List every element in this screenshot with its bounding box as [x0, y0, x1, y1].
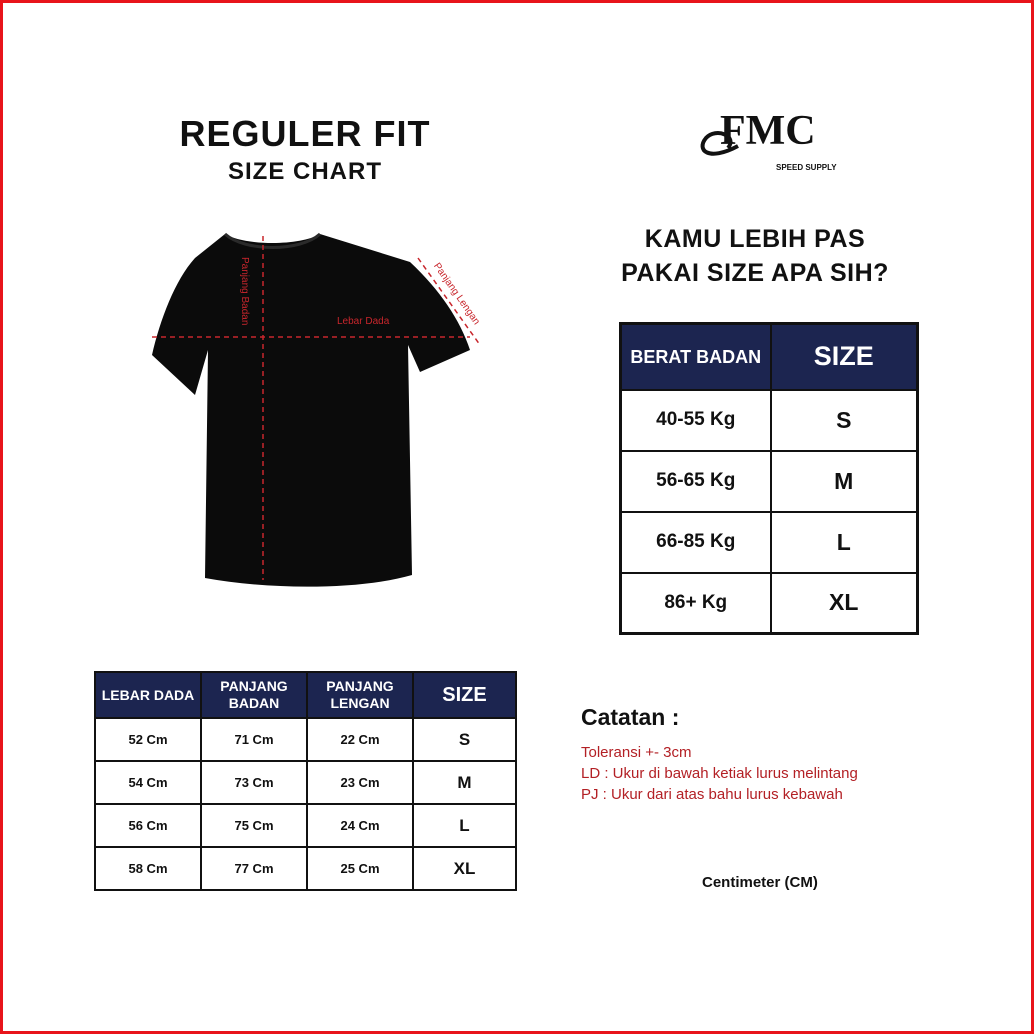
size-cell: XL	[769, 571, 919, 635]
table-row: 56 Cm 75 Cm 24 Cm L	[94, 803, 517, 848]
header-sleeve-length: PANJANG LENGAN	[306, 671, 414, 719]
note-item: PJ : Ukur dari atas bahu lurus kebawah	[581, 786, 843, 803]
header-weight: BERAT BADAN	[619, 322, 772, 391]
svg-text:FMC: FMC	[720, 108, 816, 154]
size-cell: M	[769, 449, 919, 513]
brand-logo: FMC SPEED SUPPLY	[698, 100, 843, 176]
body-length-cell: 77 Cm	[200, 846, 308, 891]
tshirt-illustration: Panjang Badan Lebar Dada Panjang Lengan	[140, 225, 500, 595]
sleeve-cell: 23 Cm	[306, 760, 414, 805]
logo-tagline: SPEED SUPPLY	[776, 163, 837, 172]
weight-cell: 66-85 Kg	[619, 510, 772, 574]
question-line-1: KAMU LEBIH PAS	[644, 225, 866, 253]
body-length-cell: 71 Cm	[200, 717, 308, 762]
weight-size-table: BERAT BADAN SIZE 40-55 Kg S 56-65 Kg M 66-…	[619, 322, 919, 635]
size-cell: S	[769, 388, 919, 452]
sleeve-cell: 25 Cm	[306, 846, 414, 891]
table-header-row: LEBAR DADA PANJANG BADAN PANJANG LENGAN …	[94, 671, 517, 719]
table-row: 86+ Kg XL	[619, 571, 919, 635]
weight-cell: 56-65 Kg	[619, 449, 772, 513]
table-row: 56-65 Kg M	[619, 449, 919, 513]
note-item: LD : Ukur di bawah ketiak lurus melintan…	[581, 765, 858, 782]
table-row: 40-55 Kg S	[619, 388, 919, 452]
page-subtitle: SIZE CHART	[228, 158, 382, 185]
note-item: Toleransi +- 3cm	[581, 744, 692, 761]
table-row: 58 Cm 77 Cm 25 Cm XL	[94, 846, 517, 891]
notes-title: Catatan :	[581, 704, 680, 730]
body-length-cell: 75 Cm	[200, 803, 308, 848]
table-row: 66-85 Kg L	[619, 510, 919, 574]
size-cell: L	[412, 803, 517, 848]
size-cell: L	[769, 510, 919, 574]
size-cell: S	[412, 717, 517, 762]
header-size: SIZE	[769, 322, 919, 391]
sleeve-cell: 24 Cm	[306, 803, 414, 848]
table-row: 54 Cm 73 Cm 23 Cm M	[94, 760, 517, 805]
chest-cell: 54 Cm	[94, 760, 202, 805]
header-chest: LEBAR DADA	[94, 671, 202, 719]
header-body-length: PANJANG BADAN	[200, 671, 308, 719]
sleeve-cell: 22 Cm	[306, 717, 414, 762]
weight-cell: 40-55 Kg	[619, 388, 772, 452]
size-cell: M	[412, 760, 517, 805]
table-header-row: BERAT BADAN SIZE	[619, 322, 919, 391]
page-title: REGULER FIT	[179, 113, 431, 154]
unit-label: Centimeter (CM)	[702, 874, 818, 891]
chest-cell: 56 Cm	[94, 803, 202, 848]
header-size: SIZE	[412, 671, 517, 719]
label-body-length: Panjang Badan	[239, 257, 250, 326]
body-length-cell: 73 Cm	[200, 760, 308, 805]
weight-cell: 86+ Kg	[619, 571, 772, 635]
label-chest-width: Lebar Dada	[337, 316, 390, 327]
measurement-table: LEBAR DADA PANJANG BADAN PANJANG LENGAN …	[94, 671, 517, 891]
question-line-2: PAKAI SIZE APA SIH?	[621, 259, 889, 287]
chest-cell: 52 Cm	[94, 717, 202, 762]
table-row: 52 Cm 71 Cm 22 Cm S	[94, 717, 517, 762]
chest-cell: 58 Cm	[94, 846, 202, 891]
size-cell: XL	[412, 846, 517, 891]
